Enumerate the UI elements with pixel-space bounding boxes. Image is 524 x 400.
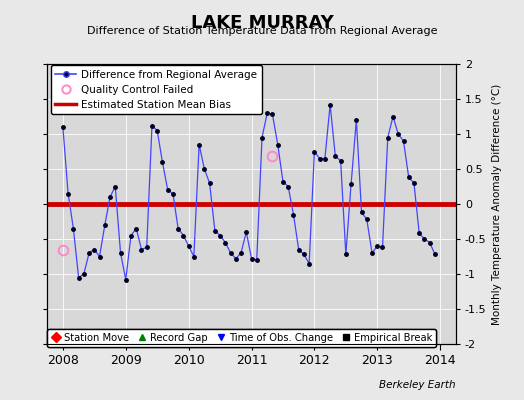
Text: LAKE MURRAY: LAKE MURRAY bbox=[191, 14, 333, 32]
Legend: Station Move, Record Gap, Time of Obs. Change, Empirical Break: Station Move, Record Gap, Time of Obs. C… bbox=[47, 329, 436, 347]
Text: Difference of Station Temperature Data from Regional Average: Difference of Station Temperature Data f… bbox=[87, 26, 437, 36]
Text: Berkeley Earth: Berkeley Earth bbox=[379, 380, 456, 390]
Y-axis label: Monthly Temperature Anomaly Difference (°C): Monthly Temperature Anomaly Difference (… bbox=[492, 83, 502, 325]
